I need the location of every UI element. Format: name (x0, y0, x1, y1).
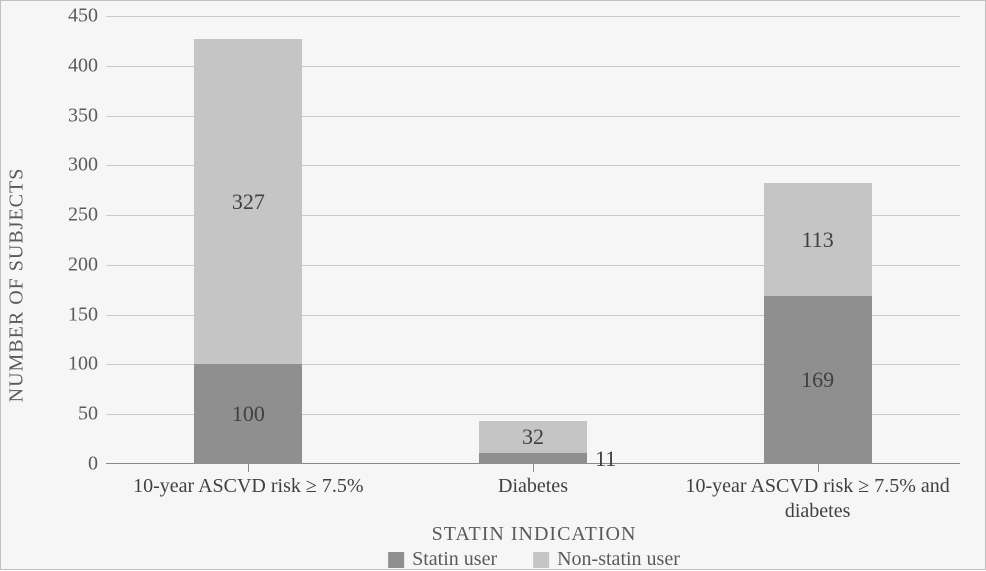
data-label: 32 (479, 424, 587, 450)
grid-line (106, 16, 960, 17)
y-tick-label: 100 (38, 353, 98, 376)
y-tick-label: 350 (38, 104, 98, 127)
legend-swatch (533, 552, 549, 568)
legend: Statin user Non-statin user (370, 547, 698, 571)
x-axis-title: STATIN INDICATION (432, 523, 637, 546)
chart-container: NUMBER OF SUBJECTS 0 50 100 150 200 250 300 350… (0, 0, 986, 570)
y-tick-label: 400 (38, 54, 98, 77)
plot-area: 05010015020025030035040045010032710-year… (106, 16, 960, 464)
legend-item-statin_user: Statin user (388, 548, 497, 571)
y-tick-label: 200 (38, 253, 98, 276)
x-tick-label: Diabetes (396, 464, 669, 499)
bar-segment-statin_user (479, 453, 587, 464)
data-label: 100 (194, 401, 302, 427)
legend-label: Statin user (412, 548, 497, 570)
y-tick-label: 450 (38, 5, 98, 28)
data-label: 113 (764, 227, 872, 253)
legend-swatch (388, 552, 404, 568)
y-tick-label: 0 (38, 453, 98, 476)
legend-item-non_statin_user: Non-statin user (533, 548, 680, 571)
y-tick-label: 250 (38, 204, 98, 227)
data-label: 169 (764, 367, 872, 393)
x-tick-label: 10-year ASCVD risk ≥ 7.5% and diabetes (681, 464, 954, 524)
legend-label: Non-statin user (557, 548, 680, 570)
y-axis-title: NUMBER OF SUBJECTS (6, 168, 29, 403)
y-tick-label: 150 (38, 303, 98, 326)
x-tick-label: 10-year ASCVD risk ≥ 7.5% (112, 464, 385, 499)
data-label: 327 (194, 189, 302, 215)
y-tick-label: 300 (38, 154, 98, 177)
y-tick-label: 50 (38, 403, 98, 426)
